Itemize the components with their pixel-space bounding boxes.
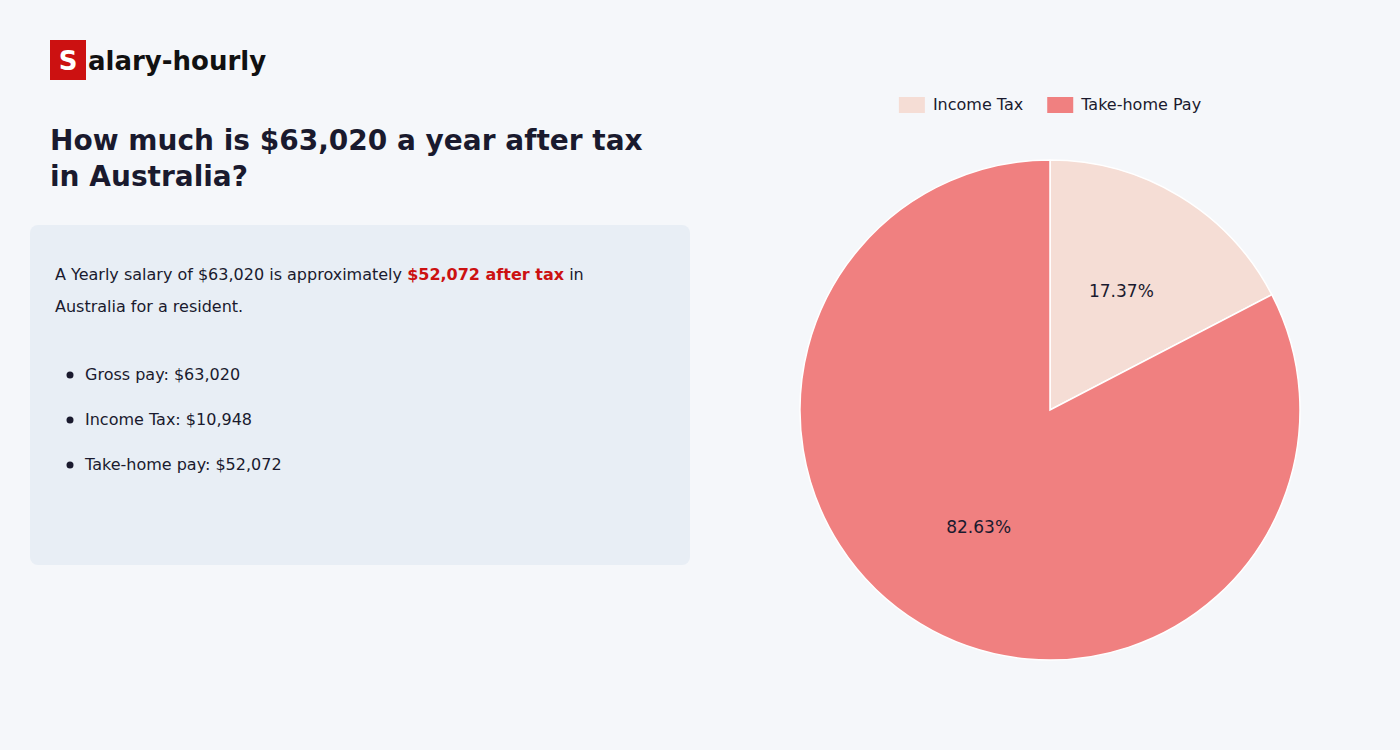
bullet-item: Gross pay: $63,020 bbox=[85, 365, 240, 384]
pie-slice bbox=[800, 160, 1300, 660]
data-labels: 17.37% 82.63% bbox=[946, 281, 1154, 536]
bullet-dot bbox=[67, 372, 74, 379]
logo-letter: S bbox=[59, 46, 78, 76]
legend-label: Income Tax bbox=[933, 95, 1023, 114]
data-label: 82.63% bbox=[946, 517, 1011, 537]
bullet-item: Take-home pay: $52,072 bbox=[84, 455, 282, 474]
text-panel: Salary-hourly How much is $63,020 a year … bbox=[30, 40, 690, 565]
legend: Income Tax Take-home Pay bbox=[899, 95, 1201, 114]
logo-box bbox=[50, 40, 86, 80]
sentence: Australia for a resident. bbox=[55, 297, 243, 316]
title: How much is $63,020 a year after tax in … bbox=[50, 124, 652, 193]
sentence-text: A Yearly salary of $63,020 is approximat… bbox=[55, 265, 407, 284]
data-label: 17.37% bbox=[1089, 281, 1154, 301]
legend-item: Income Tax bbox=[899, 95, 1023, 114]
title-line: How much is $63,020 a year after tax bbox=[50, 124, 652, 157]
legend-swatch bbox=[1047, 97, 1073, 113]
pie bbox=[800, 160, 1300, 660]
logo-text: alary-hourly bbox=[88, 46, 266, 76]
sentence-highlight: $52,072 after tax bbox=[407, 265, 565, 284]
sentence-text: in bbox=[564, 265, 584, 284]
bullet-item: Income Tax: $10,948 bbox=[85, 410, 252, 429]
bullet-dot bbox=[67, 417, 74, 424]
legend-label: Take-home Pay bbox=[1080, 95, 1201, 114]
info-box bbox=[30, 225, 690, 565]
legend-item: Take-home Pay bbox=[1047, 95, 1201, 114]
title-line: in Australia? bbox=[50, 160, 248, 193]
chart: Salary-hourly How much is $63,020 a year … bbox=[0, 0, 1400, 750]
bullet-dot bbox=[67, 462, 74, 469]
background bbox=[0, 0, 1400, 750]
legend-swatch bbox=[899, 97, 925, 113]
sentence: A Yearly salary of $63,020 is approximat… bbox=[55, 265, 584, 284]
